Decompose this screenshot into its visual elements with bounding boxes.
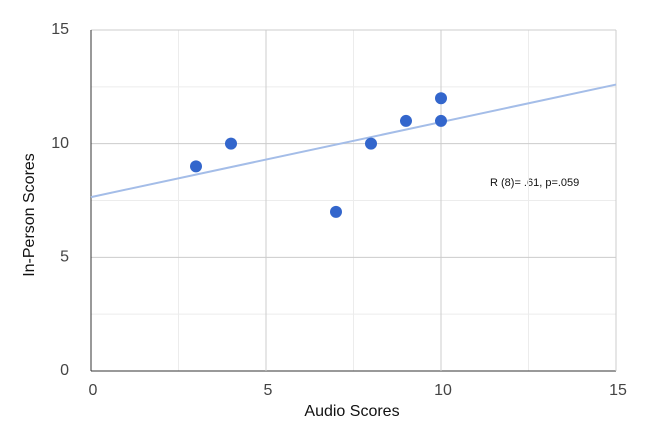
point [365,137,377,150]
x-tick-label: 0 [89,382,98,399]
y-tick-label: 10 [51,135,69,152]
trendline [90,83,617,199]
point [225,137,237,150]
point [190,160,202,173]
annotation: R (8)= .61, p=.059 [490,177,579,189]
x-tick-label: 10 [434,382,452,399]
point [435,114,447,127]
x-axis-title: Audio Scores [304,403,399,420]
y-tick-label: 5 [60,249,69,266]
y-tick-label: 15 [51,21,69,38]
x-tick-label: 5 [264,382,273,399]
x-tick-label: 15 [609,382,627,399]
y-axis-title: In-Person Scores [21,153,38,277]
point [330,205,342,218]
point [435,92,447,105]
y-tick-label: 0 [60,362,69,379]
point [400,114,412,127]
